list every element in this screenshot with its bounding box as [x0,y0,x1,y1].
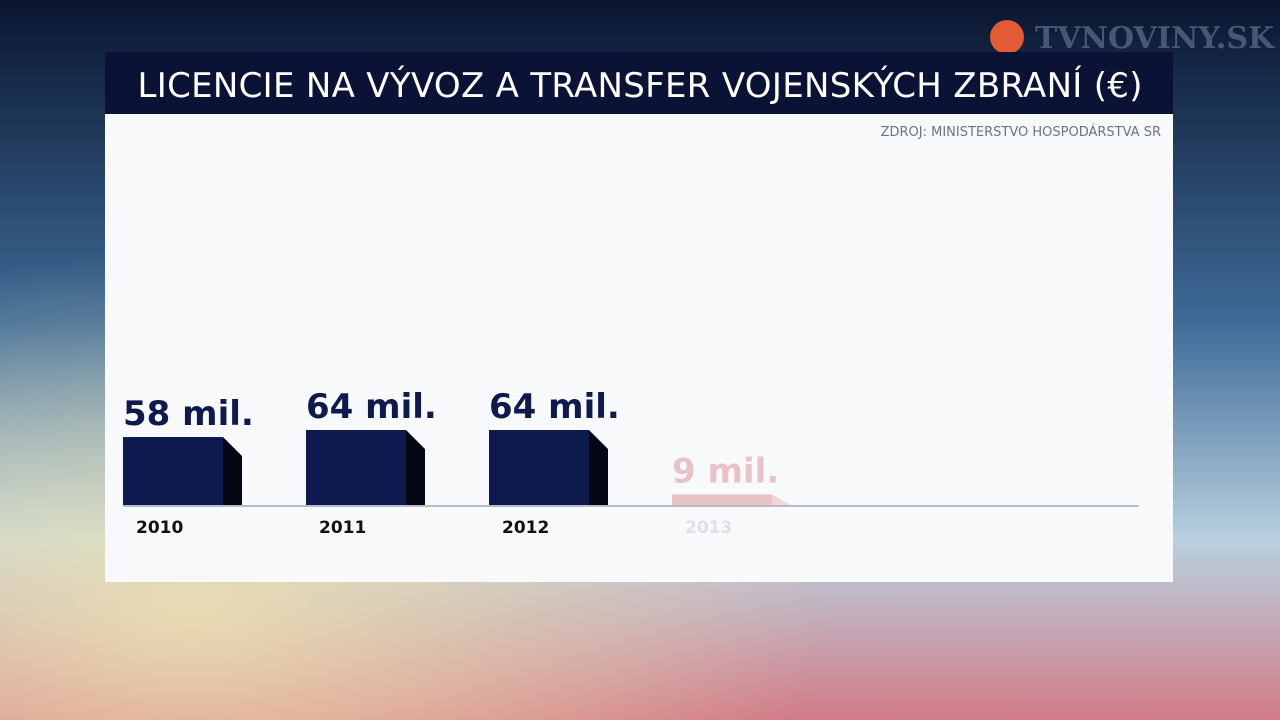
bar [306,430,406,505]
logo: TVNOVINY.SK [1035,21,1275,56]
value-label: 64 mil. [489,387,620,427]
chart-title: LICENCIE NA VÝVOZ A TRANSFER VOJENSKÝCH … [138,65,1143,106]
source: ZDROJ: MINISTERSTVO HOSPODÁRSTVA SR [881,124,1161,140]
bar-side [406,430,425,505]
value-label: 9 mil. [672,451,779,491]
x-tick-label: 2013 [685,518,732,538]
logo-icon [990,20,1024,54]
bar [489,430,589,505]
title-bar [105,52,1173,114]
panel [105,114,1173,582]
x-tick-label: 2011 [319,518,366,538]
bar-side [589,430,608,505]
x-tick-label: 2012 [502,518,549,538]
bar-side [223,437,242,505]
bar [123,437,223,505]
value-label: 64 mil. [306,387,437,427]
bar [672,494,772,505]
value-label: 58 mil. [123,394,254,434]
bar-side [772,494,791,505]
x-tick-label: 2010 [136,518,183,538]
